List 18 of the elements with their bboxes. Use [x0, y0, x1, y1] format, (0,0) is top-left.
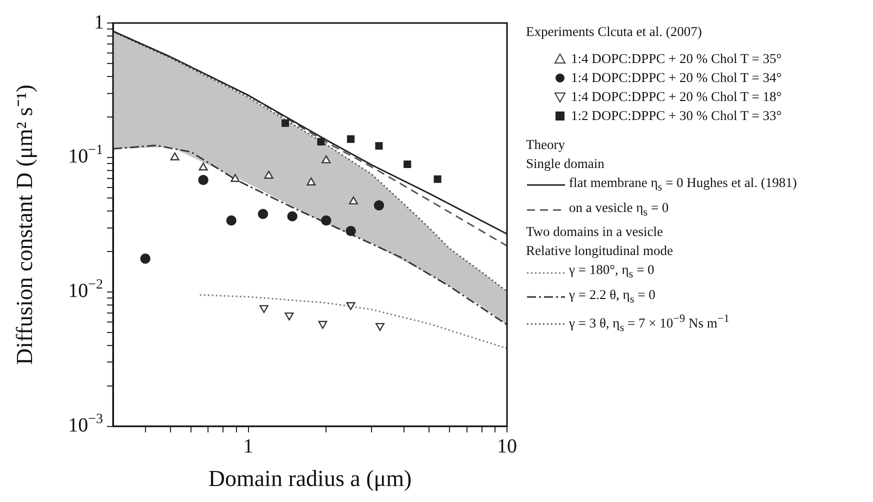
legend-label: 1:4 DOPC:DPPC + 20 % Chol T = 35°: [571, 50, 782, 68]
legend-label: 1:2 DOPC:DPPC + 30 % Chol T = 33°: [571, 107, 782, 125]
legend-label: γ = 2.2 θ, η$_{s}$ = 0: [569, 286, 656, 308]
text: Two domains in a vesicle: [526, 223, 664, 242]
legend-label: 1:4 DOPC:DPPC + 20 % Chol T = 18°: [571, 88, 782, 106]
y-axis-title: Diffusion constant D (μm² s⁻¹): [12, 84, 37, 365]
legend-label: flat membrane η$_{s}$ = 0 Hughes et al. (1981): [569, 174, 797, 196]
legend-label: γ = 3 θ, η$_{s}$ = 7 × 10$^{−9}$ Ns m$^{−1}$: [569, 312, 730, 336]
y-tick-label: 1: [94, 11, 104, 34]
legend-label: 1:4 DOPC:DPPC + 20 % Chol T = 34°: [571, 69, 782, 87]
legend-label: on a vesicle η$_{s}$ = 0: [569, 198, 669, 220]
x-tick-label: 10: [497, 436, 517, 458]
x-axis-title: Domain radius a (μm): [208, 466, 412, 492]
text: Single domain: [526, 155, 606, 173]
text: Experiments Clcuta et al. (2007): [526, 23, 703, 41]
text: Theory: [526, 136, 566, 154]
text: Relative longitudinal mode: [526, 242, 674, 260]
legend-label: γ = 180°, η$_{s}$ = 0: [569, 261, 654, 284]
